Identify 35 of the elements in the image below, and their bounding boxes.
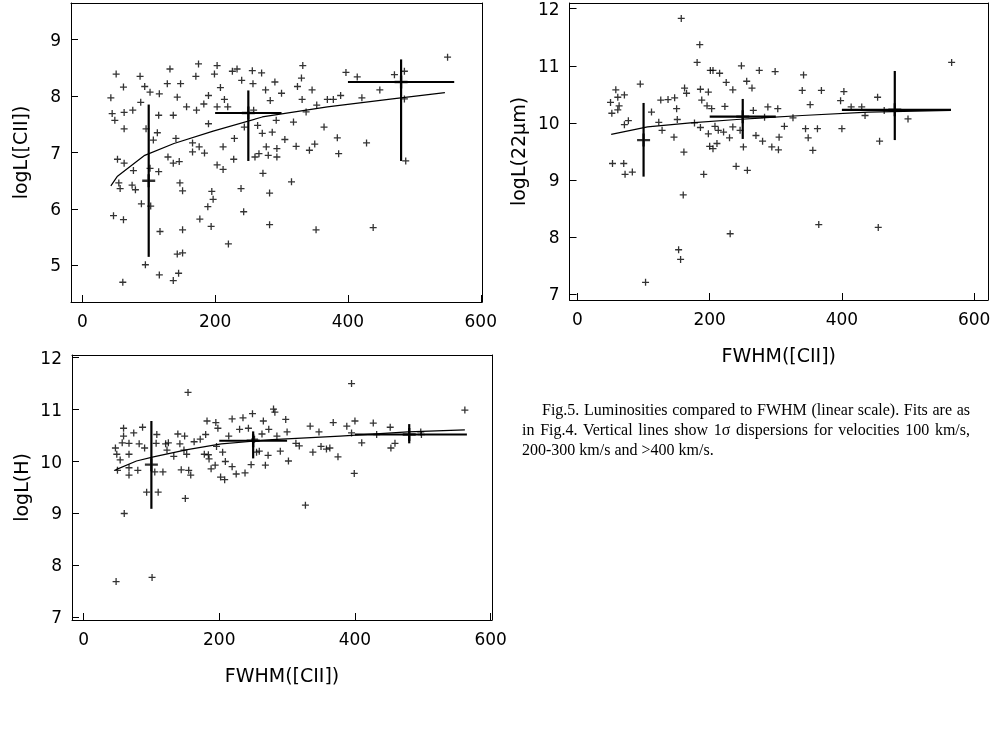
y-tick-label: 7 bbox=[50, 142, 61, 163]
x-tick-label: 400 bbox=[338, 628, 372, 649]
y-tick-label: 9 bbox=[548, 170, 560, 191]
y-tick-label: 8 bbox=[548, 227, 560, 248]
x-axis-title: FWHM([CII]) bbox=[224, 663, 340, 686]
x-tick-label: 200 bbox=[693, 308, 726, 329]
y-axis-title: logL(22μm) bbox=[506, 96, 529, 207]
x-tick-label: 600 bbox=[957, 308, 991, 329]
y-tick-label: 7 bbox=[548, 284, 560, 305]
y-axis-title: logL(H) bbox=[9, 453, 32, 522]
y-axis-title: logL([CII]) bbox=[8, 105, 31, 200]
y-tick-label: 12 bbox=[537, 0, 560, 19]
x-axis-title: FWHM([CII]) bbox=[721, 343, 837, 366]
y-tick-label: 10 bbox=[537, 112, 560, 133]
x-tick-label: 600 bbox=[464, 310, 497, 331]
x-tick-label: 0 bbox=[78, 628, 89, 649]
y-tick-label: 7 bbox=[51, 607, 62, 628]
y-tick-label: 12 bbox=[40, 347, 62, 368]
y-tick-label: 9 bbox=[50, 29, 61, 50]
caption: Fig.5. Luminosities compared to FWHM (linear scale). Fits are as in Fig.4. Vertical lines show 1σ dispersions for velocities 100 km/s, 200-300 km/s and >400 km/s. bbox=[522, 400, 970, 460]
y-tick-label: 11 bbox=[537, 55, 560, 76]
x-tick-label: 200 bbox=[198, 310, 232, 331]
y-tick-label: 10 bbox=[40, 451, 62, 472]
y-tick-label: 8 bbox=[50, 86, 61, 107]
x-tick-label: 400 bbox=[331, 310, 365, 331]
x-tick-label: 0 bbox=[572, 308, 583, 329]
y-tick-label: 6 bbox=[50, 198, 61, 219]
x-tick-label: 0 bbox=[76, 310, 88, 331]
x-tick-label: 400 bbox=[825, 308, 859, 329]
y-tick-label: 8 bbox=[51, 555, 62, 576]
y-tick-label: 11 bbox=[40, 399, 62, 420]
y-tick-label: 5 bbox=[50, 255, 61, 276]
x-tick-label: 200 bbox=[203, 628, 236, 649]
x-tick-label: 600 bbox=[474, 628, 507, 649]
y-tick-label: 9 bbox=[51, 503, 62, 524]
